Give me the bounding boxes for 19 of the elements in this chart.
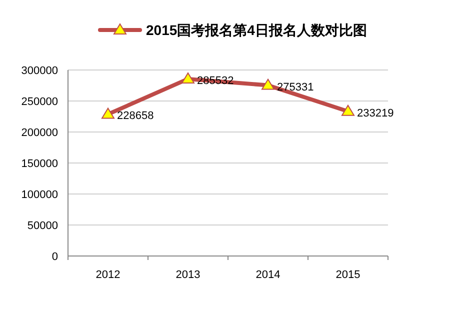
legend-label: 2015国考报名第4日报名人数对比图 <box>146 22 367 38</box>
y-tick-label: 250000 <box>21 96 58 108</box>
y-tick-label: 150000 <box>21 158 58 170</box>
point <box>342 104 354 116</box>
x-tick-label: 2014 <box>256 269 280 281</box>
x-tick-label: 2015 <box>336 269 360 281</box>
data-label: 228658 <box>117 110 154 122</box>
point <box>102 108 114 119</box>
data-label: 233219 <box>357 107 394 120</box>
y-tick-label: 0 <box>52 251 58 263</box>
y-tick-label: 100000 <box>21 189 58 201</box>
point <box>262 78 274 90</box>
y-tick-label: 200000 <box>21 127 58 139</box>
x-tick-label: 2013 <box>176 269 200 281</box>
y-tick-label: 300000 <box>21 65 58 77</box>
point <box>182 72 194 84</box>
x-tick-label: 2012 <box>96 269 120 281</box>
data-label: 275331 <box>277 81 314 94</box>
y-tick-label: 50000 <box>27 220 58 232</box>
